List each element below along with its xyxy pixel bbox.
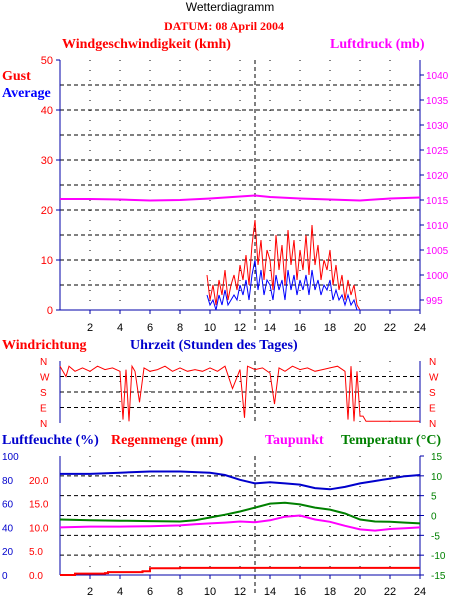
x-tick-label: 20	[354, 322, 366, 334]
y-tick-label: 0	[47, 305, 53, 317]
direction-tick-label-left: N	[40, 357, 47, 368]
temp-tick-label: -15	[431, 571, 446, 582]
x-tick-label: 24	[414, 322, 426, 334]
average-series	[206, 259, 360, 311]
x-tick-label: 8	[177, 322, 183, 334]
y2-tick-label: 1040	[426, 71, 449, 82]
wind-direction-panel: N NW WS SE EN N	[40, 357, 439, 430]
x-tick-label: 16	[294, 322, 306, 334]
rain-tick-label: 15.0	[29, 500, 49, 511]
direction-tick-label-left: E	[40, 404, 47, 415]
y2-tick-label: 1000	[426, 271, 449, 282]
humidity-series	[60, 470, 421, 491]
y2-tick-label: 1015	[426, 196, 449, 207]
y-tick-label: 20	[41, 205, 53, 217]
x-tick-label: 2	[87, 322, 93, 334]
x-tick-label: 12	[234, 586, 246, 598]
x-tick-label: 22	[384, 322, 396, 334]
y2-tick-label: 1030	[426, 121, 449, 132]
pressure-series	[60, 194, 421, 202]
rain-tick-label: 0.0	[29, 571, 43, 582]
humidity-tick-label: 40	[2, 523, 14, 534]
x-tick-label: 24	[414, 586, 426, 598]
x-tick-label: 10	[204, 586, 216, 598]
y2-tick-label: 1025	[426, 146, 449, 157]
gust-legend: Gust	[2, 69, 31, 84]
temperature-legend: Temperatur (°C)	[341, 433, 441, 448]
y2-tick-label: 1020	[426, 171, 449, 182]
x-tick-label: 8	[177, 586, 183, 598]
direction-tick-label-right: N	[429, 419, 436, 430]
dewpoint-series	[59, 514, 421, 532]
x-tick-label: 14	[264, 586, 276, 598]
x-tick-label: 22	[384, 586, 396, 598]
temp-tick-label: 15	[431, 452, 443, 463]
humidity-tick-label: 80	[2, 476, 14, 487]
average-legend: Average	[2, 86, 51, 101]
humidity-tick-label: 0	[2, 571, 8, 582]
x-tick-label: 6	[147, 322, 153, 334]
gust-series	[206, 219, 361, 311]
humidity-tick-label: 60	[2, 500, 14, 511]
y-tick-label: 30	[41, 155, 53, 167]
x-tick-label: 16	[294, 586, 306, 598]
humidity-tick-label: 100	[2, 452, 19, 463]
y2-tick-label: 1005	[426, 246, 449, 257]
wind-pressure-panel: 0102030405099510001005101010151020102510…	[41, 55, 449, 334]
x-tick-label: 18	[324, 322, 336, 334]
temp-tick-label: -10	[431, 551, 446, 562]
direction-tick-label-left: N	[40, 419, 47, 430]
direction-tick-label-left: S	[40, 388, 47, 399]
rain-tick-label: 5.0	[29, 547, 43, 558]
y2-tick-label: 1035	[426, 96, 449, 107]
rain-legend: Regenmenge (mm)	[111, 433, 224, 448]
x-tick-label: 2	[87, 586, 93, 598]
temp-tick-label: 0	[431, 512, 437, 523]
rain-series	[60, 566, 420, 576]
wind-direction-title: Windrichtung	[2, 338, 87, 353]
rain-tick-label: 20.0	[29, 476, 49, 487]
x-tick-label: 4	[117, 586, 123, 598]
temp-tick-label: -5	[431, 531, 440, 542]
wind-direction-series	[59, 364, 420, 422]
direction-tick-label-right: W	[429, 373, 439, 384]
x-tick-label: 20	[354, 586, 366, 598]
wind-speed-title: Windgeschwindigkeit (kmh)	[62, 37, 231, 52]
direction-tick-label-left: W	[40, 373, 50, 384]
humidity-legend: Luftfeuchte (%)	[2, 433, 99, 448]
pressure-title: Luftdruck (mb)	[330, 37, 425, 52]
direction-tick-label-right: N	[429, 357, 436, 368]
humidity-rain-temp-panel: 0 20 40 60 80 100 0.0 5.0 10.0 15.0 20.0 -15 -10 -5 0 5…	[2, 452, 446, 598]
temperature-series	[59, 501, 421, 525]
x-axis-title: Uhrzeit (Stunden des Tages)	[130, 338, 298, 353]
x-tick-label: 4	[117, 322, 123, 334]
y2-tick-label: 1010	[426, 221, 449, 232]
y-tick-label: 10	[41, 255, 53, 267]
rain-tick-label: 10.0	[29, 523, 49, 534]
humidity-tick-label: 20	[2, 547, 14, 558]
x-tick-label: 10	[204, 322, 216, 334]
y-tick-label: 50	[41, 55, 53, 67]
y-tick-label: 40	[41, 105, 53, 117]
temp-tick-label: 5	[431, 492, 437, 503]
y2-tick-label: 995	[426, 296, 443, 307]
x-tick-label: 6	[147, 586, 153, 598]
direction-tick-label-right: E	[429, 404, 436, 415]
direction-tick-label-right: S	[429, 388, 436, 399]
x-tick-label: 18	[324, 586, 336, 598]
temp-tick-label: 10	[431, 472, 443, 483]
page-title: Wetterdiagramm	[186, 0, 274, 14]
dewpoint-legend: Taupunkt	[265, 433, 324, 448]
x-tick-label: 12	[234, 322, 246, 334]
x-tick-label: 14	[264, 322, 276, 334]
date-label: DATUM: 08 April 2004	[164, 19, 284, 33]
